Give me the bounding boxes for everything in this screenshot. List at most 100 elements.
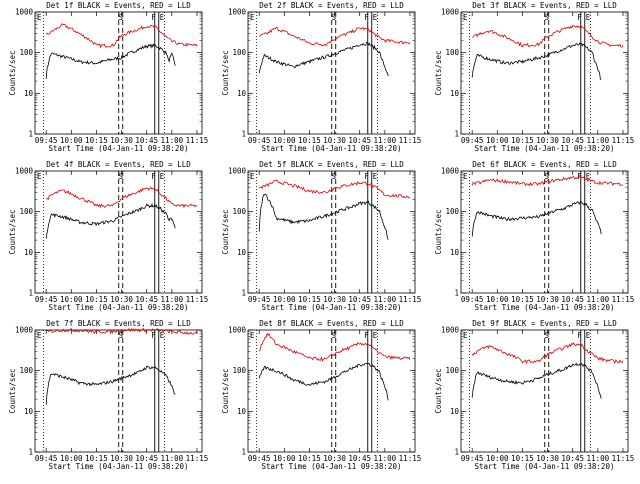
x-tick-label: 10:00 (273, 454, 296, 463)
flag-label-eclipse: E (463, 331, 468, 340)
x-tick-label: 10:45 (348, 136, 371, 145)
x-tick-label: 09:45 (248, 295, 271, 304)
events-series-line (471, 200, 602, 237)
x-tick-label: 11:15 (186, 454, 209, 463)
x-tick-label: 11:00 (587, 295, 610, 304)
x-tick-label: 10:45 (135, 136, 158, 145)
lld-series-line (258, 179, 411, 199)
panel-det-3: Det 3f BLACK = Events, RED = LLD 1 10 100 10… (434, 1, 634, 153)
y-tick-label: 100 (19, 366, 33, 375)
y-tick-label: 10 (237, 248, 247, 257)
events-series-line (258, 362, 389, 401)
x-tick-label: 11:00 (374, 454, 397, 463)
events-series-line (258, 193, 389, 240)
flag-label-eclipse: E (37, 172, 42, 181)
flag-label-saa: S (118, 13, 123, 22)
flag-label-eclipse: E (250, 13, 255, 22)
x-tick-label: 11:00 (374, 136, 397, 145)
y-tick-label: 100 (445, 207, 459, 216)
panel-title: Det 3f BLACK = Events, RED = LLD (472, 1, 617, 10)
x-tick-label: 11:00 (374, 295, 397, 304)
panel-title: Det 4f BLACK = Events, RED = LLD (46, 160, 191, 169)
y-axis-title: Counts/sec (221, 209, 230, 254)
x-tick-label: 10:00 (60, 136, 83, 145)
flag-label-flare: F (151, 172, 156, 181)
flag-label-saa: S (544, 13, 549, 22)
x-tick-label: 11:00 (161, 454, 184, 463)
y-tick-label: 1 (241, 448, 246, 457)
x-tick-label: 10:45 (561, 454, 584, 463)
x-tick-label: 10:30 (110, 295, 133, 304)
y-axis-title: Counts/sec (221, 368, 230, 413)
panel-det-9: Det 9f BLACK = Events, RED = LLD 1 10 100 10… (434, 319, 634, 471)
panel-det-5: Det 5f BLACK = Events, RED = LLD 1 10 100 10… (221, 160, 421, 312)
flag-label-eclipse-end: E (160, 13, 165, 22)
x-tick-label: 10:30 (323, 295, 346, 304)
lld-series-line (46, 186, 198, 209)
lld-series-line (258, 332, 411, 362)
x-tick-label: 10:30 (536, 454, 559, 463)
x-tick-label: 11:00 (161, 295, 184, 304)
y-axis-title: Counts/sec (8, 368, 17, 413)
x-tick-label: 10:00 (486, 454, 509, 463)
panel-det-4: Det 4f BLACK = Events, RED = LLD 1 10 100 10… (8, 160, 208, 312)
x-tick-label: 09:45 (461, 454, 484, 463)
y-tick-label: 1 (454, 289, 459, 298)
panel-det-7: Det 7f BLACK = Events, RED = LLD 1 10 100 10… (8, 319, 208, 471)
y-tick-label: 1000 (228, 326, 247, 335)
y-tick-label: 10 (237, 407, 247, 416)
x-axis-title: Start Time (04-Jan-11 09:38:20) (49, 303, 189, 312)
x-tick-label: 10:30 (536, 136, 559, 145)
events-series-line (471, 362, 602, 399)
x-tick-label: 10:00 (486, 295, 509, 304)
events-series-line (471, 42, 602, 80)
x-tick-label: 11:15 (399, 295, 422, 304)
y-axis-title: Counts/sec (8, 209, 17, 254)
y-tick-label: 1000 (228, 167, 247, 176)
flag-label-eclipse-end: E (373, 331, 378, 340)
flag-label-flare: F (577, 331, 582, 340)
x-tick-label: 09:45 (35, 136, 58, 145)
y-tick-label: 1000 (15, 167, 34, 176)
panel-det-1: Det 1f BLACK = Events, RED = LLD 1 10 100 10… (8, 1, 208, 153)
x-axis-title: Start Time (04-Jan-11 09:38:20) (262, 303, 402, 312)
y-tick-label: 100 (19, 207, 33, 216)
y-tick-label: 10 (24, 407, 34, 416)
x-tick-label: 10:45 (135, 454, 158, 463)
flag-label-eclipse-end: E (586, 13, 591, 22)
x-tick-label: 10:30 (110, 136, 133, 145)
events-series-line (258, 41, 389, 77)
y-tick-label: 1000 (228, 8, 247, 17)
y-axis-title: Counts/sec (434, 368, 443, 413)
x-tick-label: 10:30 (323, 136, 346, 145)
x-axis-title: Start Time (04-Jan-11 09:38:20) (475, 144, 615, 153)
lld-series-line (472, 25, 624, 48)
flag-label-eclipse: E (463, 13, 468, 22)
x-tick-label: 10:30 (323, 454, 346, 463)
panel-title: Det 5f BLACK = Events, RED = LLD (259, 160, 404, 169)
lld-series-line (259, 26, 411, 47)
flag-label-saa: S (331, 13, 336, 22)
y-axis-title: Counts/sec (434, 50, 443, 95)
panel-det-6: Det 6f BLACK = Events, RED = LLD 1 10 100 10… (434, 160, 634, 312)
panel-title: Det 7f BLACK = Events, RED = LLD (46, 319, 191, 328)
y-axis-title: Counts/sec (221, 50, 230, 95)
x-tick-label: 10:00 (273, 295, 296, 304)
y-tick-label: 100 (232, 207, 246, 216)
x-tick-label: 09:45 (248, 136, 271, 145)
x-tick-label: 10:45 (561, 136, 584, 145)
flag-label-saa: S (118, 172, 123, 181)
x-tick-label: 11:15 (186, 295, 209, 304)
x-tick-label: 11:15 (399, 136, 422, 145)
x-tick-label: 10:00 (486, 136, 509, 145)
x-axis-title: Start Time (04-Jan-11 09:38:20) (475, 303, 615, 312)
y-tick-label: 10 (450, 89, 460, 98)
y-tick-label: 1 (454, 448, 459, 457)
flag-label-eclipse-end: E (160, 331, 165, 340)
x-tick-label: 11:15 (186, 136, 209, 145)
y-tick-label: 100 (19, 48, 33, 57)
flag-label-flare: F (577, 13, 582, 22)
panel-title: Det 1f BLACK = Events, RED = LLD (46, 1, 191, 10)
